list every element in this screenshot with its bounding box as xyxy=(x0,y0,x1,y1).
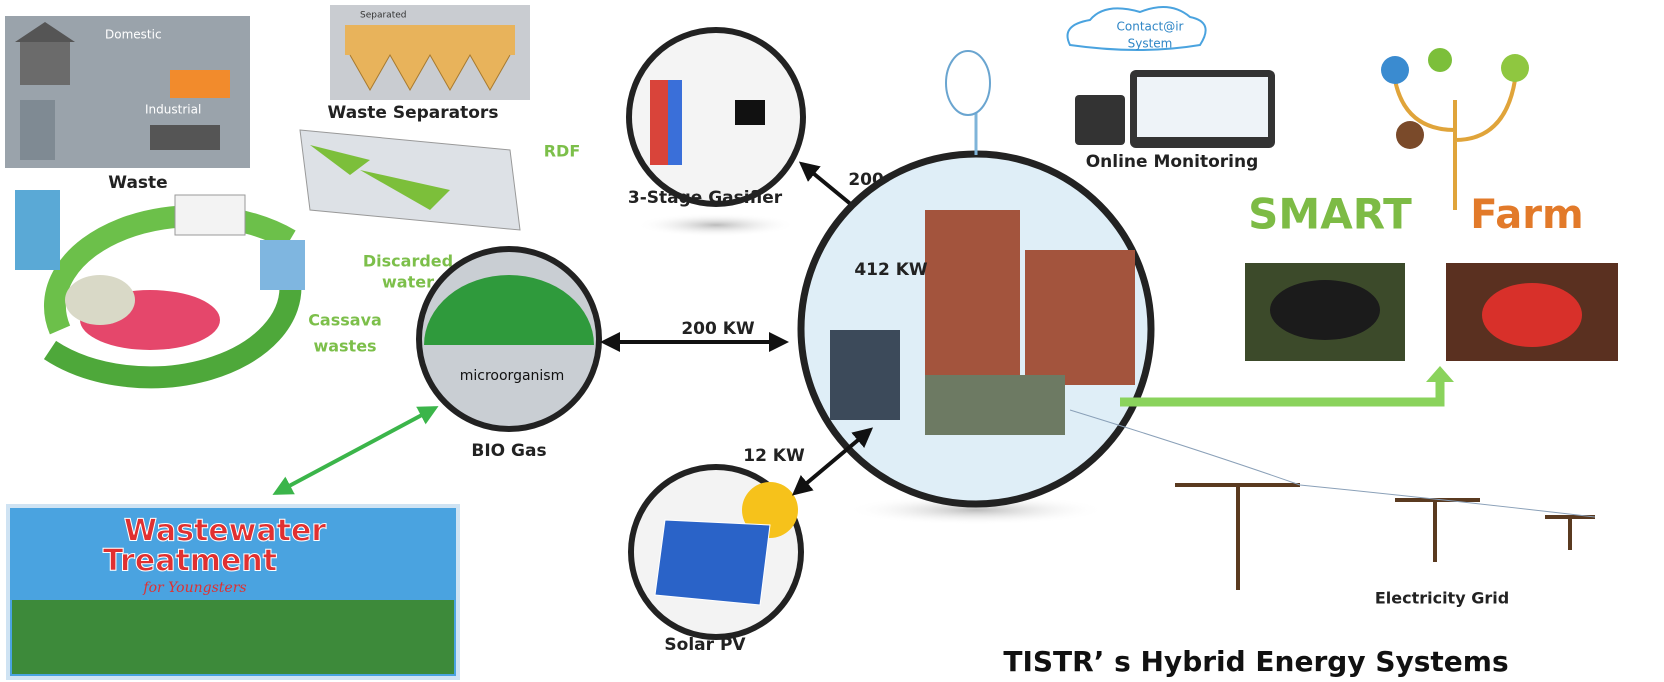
label: Cassava xyxy=(308,311,382,330)
label: BIO Gas xyxy=(471,441,546,461)
label: Treatment xyxy=(103,544,277,579)
label: microorganism xyxy=(460,368,564,384)
arrow xyxy=(276,408,435,493)
label: 12 KW xyxy=(743,446,805,466)
label: Farm xyxy=(1470,192,1583,238)
text: Domestic xyxy=(105,28,162,42)
power-poles xyxy=(1175,485,1595,590)
text: Industrial xyxy=(145,103,201,117)
label: Online Monitoring xyxy=(1086,152,1259,172)
label: Waste xyxy=(108,173,167,193)
text: Contact@ir xyxy=(1117,20,1184,34)
label: water xyxy=(382,273,434,292)
label: wastes xyxy=(313,337,376,356)
label: SMART xyxy=(1248,190,1412,239)
text: System xyxy=(1128,37,1173,51)
title: TISTR’ s Hybrid Energy Systems xyxy=(1003,645,1508,678)
label: 3-Stage Gasifier xyxy=(628,188,783,208)
label: for Youngsters xyxy=(142,580,246,596)
label: 412 KW xyxy=(854,260,928,280)
text: Separated xyxy=(360,11,406,21)
label: Solar PV xyxy=(664,635,746,655)
label: Waste Separators xyxy=(328,103,499,123)
label: Electricity Grid xyxy=(1375,589,1509,608)
recycle-image xyxy=(15,190,305,377)
label: Discarded xyxy=(363,252,453,271)
waste-panel: Domestic Industrial xyxy=(5,16,250,168)
diagram: Domestic Industrial Waste Separated Wast… xyxy=(0,0,1664,682)
label: 200 KW xyxy=(681,319,755,339)
label: RDF xyxy=(544,142,581,161)
